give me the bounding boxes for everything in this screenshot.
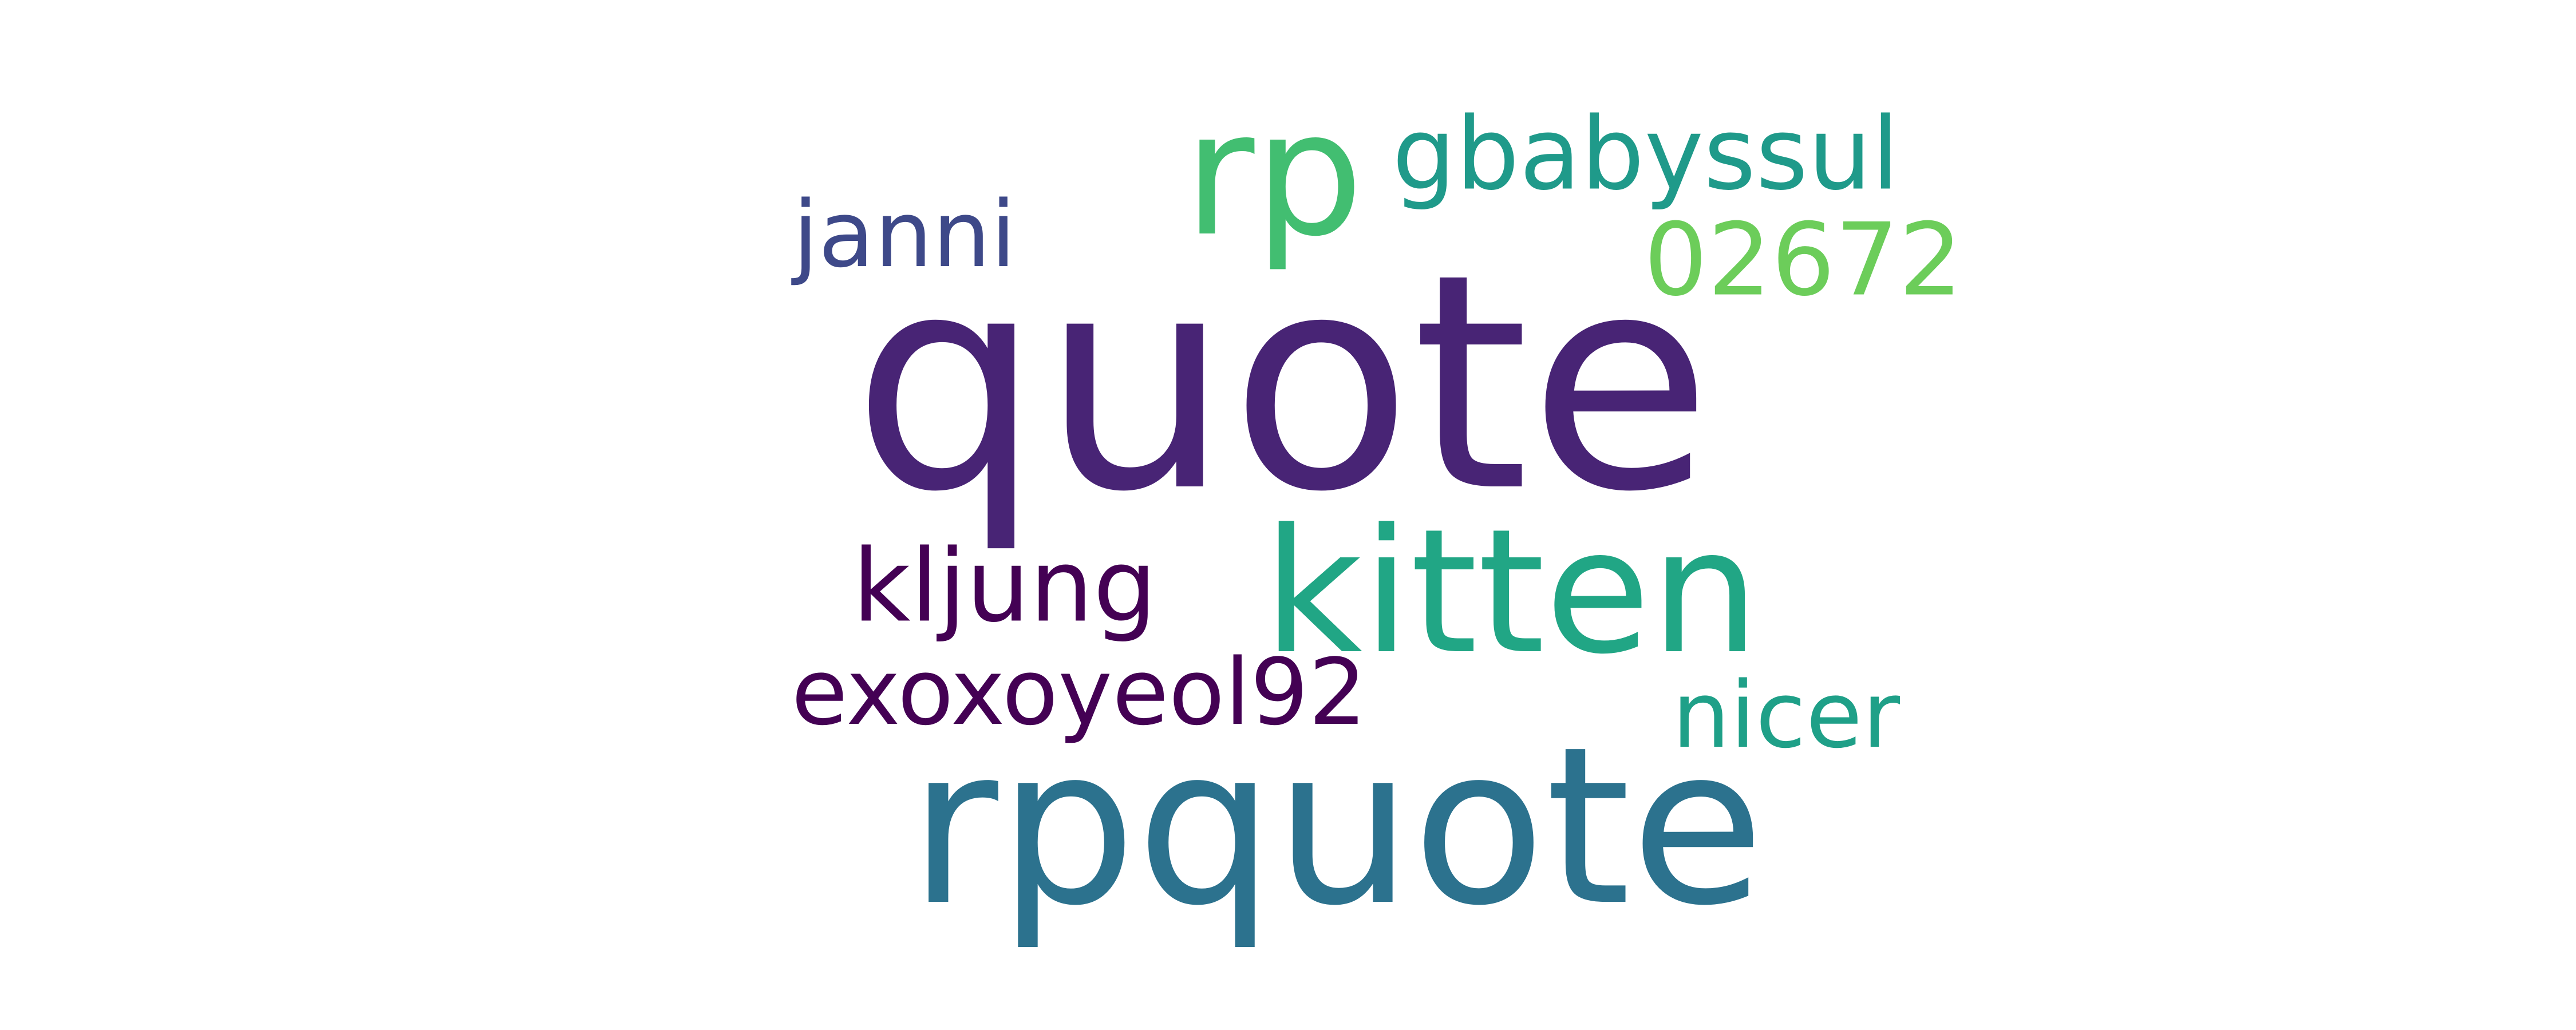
word-quote: quote [852,210,1712,557]
word-rp: rp [1184,74,1364,274]
word-kljung: kljung [852,528,1157,645]
word-02672: 02672 [1643,202,1963,319]
word-gbabyssul: gbabyssul [1392,96,1899,213]
word-janni: janni [793,181,1016,288]
word-kitten: kitten [1263,492,1760,692]
word-exoxoyeol92: exoxoyeol92 [791,639,1367,746]
word-rpquote: rpquote [908,700,1765,953]
word-nicer: nicer [1672,661,1901,768]
